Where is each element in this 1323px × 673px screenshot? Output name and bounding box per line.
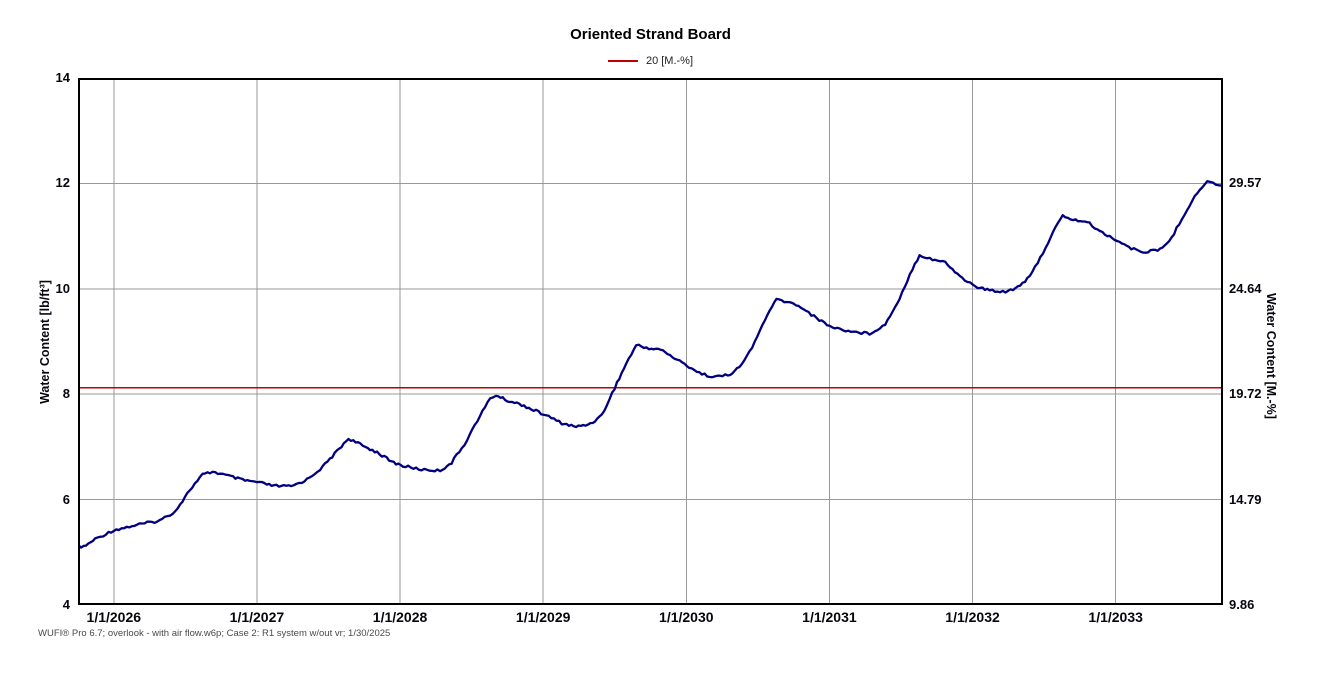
y-tick-label-right: 14.79 [1229, 491, 1262, 507]
footer-note: WUFI® Pro 6.7; overlook - with air flow.… [38, 628, 391, 639]
plot-area [78, 78, 1223, 605]
y-tick-label-right: 29.57 [1229, 175, 1262, 191]
y-tick-label-left: 12 [55, 175, 70, 191]
legend-line-icon [607, 60, 638, 62]
x-tick-label: 1/1/2026 [86, 609, 142, 625]
x-tick-label: 1/1/2033 [1088, 609, 1143, 625]
x-tick-label: 1/1/2031 [802, 609, 857, 625]
chart-title: Oriented Strand Board [570, 26, 731, 43]
y-tick-label-left: 6 [62, 491, 70, 507]
y-tick-label-left: 14 [55, 70, 70, 85]
plot-frame [78, 78, 1223, 605]
y-tick-label-left: 8 [62, 386, 70, 402]
x-tick-label: 1/1/2027 [229, 609, 285, 625]
x-tick-label: 1/1/2029 [515, 609, 571, 625]
x-tick-label: 1/1/2028 [372, 609, 428, 625]
legend-label: 20 [M.-%] [645, 55, 694, 67]
series-line [78, 180, 1222, 549]
chart-canvas [78, 78, 1223, 605]
y-tick-label-left: 10 [55, 280, 70, 296]
legend: 20 [M.-%] [78, 53, 1223, 67]
y-axis-right-title: Water Content [M.-%] [1264, 293, 1278, 419]
y-tick-label-right: 9.86 [1229, 597, 1255, 612]
y-tick-label-left: 4 [62, 597, 70, 612]
x-tick-label: 1/1/2032 [945, 609, 1000, 625]
y-tick-label-right: 24.64 [1229, 280, 1262, 296]
y-axis-left-title: Water Content [lb/ft³] [38, 280, 52, 404]
y-tick-label-right: 19.72 [1229, 386, 1262, 402]
x-tick-label: 1/1/2030 [659, 609, 714, 625]
